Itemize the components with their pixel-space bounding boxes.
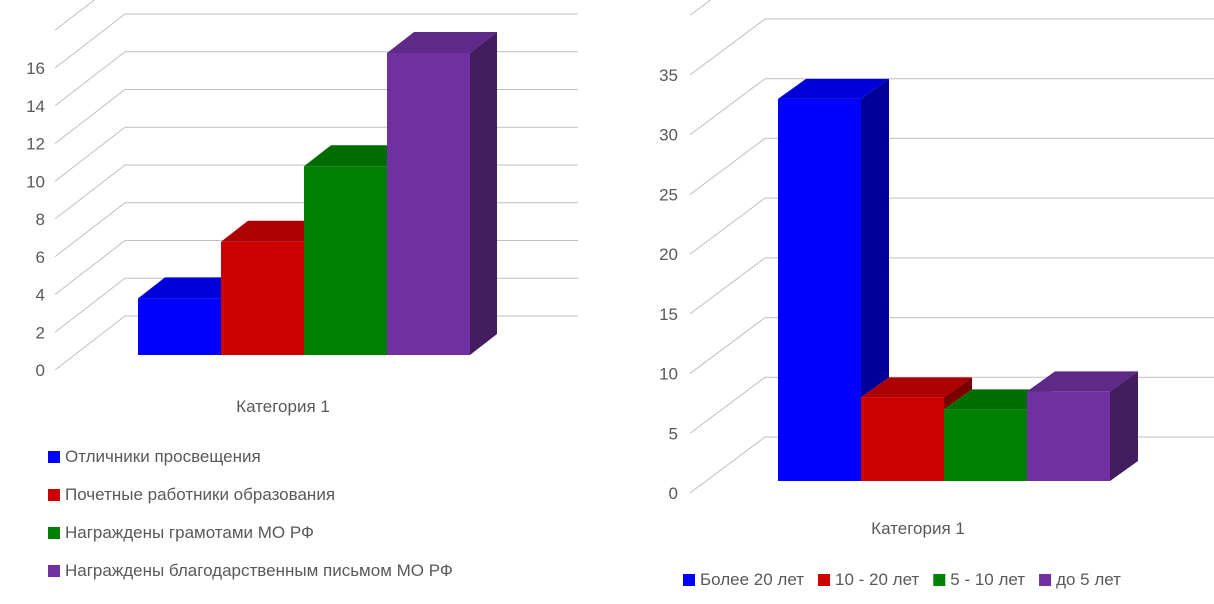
bar-4-front (1027, 391, 1110, 481)
gridline-25 (689, 137, 1214, 195)
y-tick-label-20: 20 (659, 245, 678, 264)
bar-3-front (944, 409, 1027, 481)
bar-2 (221, 220, 331, 355)
legend-swatch-4 (1039, 574, 1052, 586)
y-tick-label-2: 2 (36, 323, 45, 342)
legend-swatch-3 (933, 574, 946, 586)
legend-label-2: 10 - 20 лет (835, 570, 919, 589)
bar-1-top (138, 277, 248, 299)
bar-4-side (1110, 371, 1138, 481)
chart-awards-y-ticks: 0 2 4 6 8 10 12 14 16 (26, 59, 45, 380)
legend-swatch-2 (48, 489, 60, 501)
bar-2-top (221, 220, 331, 242)
bar-2 (861, 377, 972, 481)
bar-1 (778, 78, 889, 481)
y-tick-label-12: 12 (26, 135, 45, 154)
legend-label-1: Отличники просвещения (65, 447, 261, 466)
gridline-30 (689, 78, 1214, 136)
legend-swatch-1 (48, 451, 60, 463)
gridline-35 (689, 18, 1214, 76)
bar-2-side (944, 377, 972, 410)
y-tick-label-14: 14 (26, 97, 45, 116)
bar-2-front (861, 397, 944, 481)
chart-experience-category-label: Категория 1 (871, 519, 965, 538)
bar-1-side (861, 78, 889, 398)
legend-label-2: Почетные работники образования (65, 485, 335, 504)
gridline-16 (54, 13, 578, 69)
bar-4-top (387, 32, 497, 53)
y-tick-label-25: 25 (659, 185, 678, 204)
legend-swatch-4 (48, 565, 60, 577)
legend-label-4: Награждены благодарственным письмом МО Р… (65, 561, 453, 580)
chart-awards-gridlines (54, 0, 578, 371)
y-tick-label-0: 0 (36, 361, 45, 380)
y-tick-label-10: 10 (26, 172, 45, 191)
legend-swatch-2 (818, 574, 831, 586)
bar-2-front (221, 241, 304, 355)
bar-1-front (138, 298, 221, 355)
y-tick-label-8: 8 (36, 210, 45, 229)
legend-label-1: Более 20 лет (700, 570, 804, 589)
chart-awards-bars (138, 32, 497, 355)
y-tick-label-35: 35 (659, 66, 678, 85)
bar-1-top (778, 78, 889, 99)
y-tick-label-0: 0 (669, 484, 678, 503)
legend-label-3: 5 - 10 лет (950, 570, 1025, 589)
y-tick-label-15: 15 (659, 305, 678, 324)
bar-4-front (387, 53, 470, 355)
bar-3-top (304, 145, 414, 167)
chart-experience-bars (778, 78, 1138, 481)
gridline-top (54, 0, 96, 31)
gridline-12 (54, 89, 578, 144)
y-tick-label-6: 6 (36, 248, 45, 267)
bar-3 (304, 145, 414, 355)
chart-awards: 0 2 4 6 8 10 12 14 16 Категория 1 Отличники прос… (26, 0, 578, 580)
bar-4 (1027, 371, 1138, 481)
gridline-10 (689, 317, 1214, 374)
gridline-20 (689, 197, 1214, 255)
y-tick-label-5: 5 (669, 424, 678, 443)
chart-awards-legend: Отличники просвещения Почетные работники … (48, 447, 453, 580)
bar-4-top (1027, 371, 1138, 392)
gridline-top (689, 0, 712, 16)
y-tick-label-16: 16 (26, 59, 45, 78)
legend-swatch-3 (48, 527, 60, 539)
chart-awards-category-label: Категория 1 (236, 397, 330, 416)
legend-swatch-1 (683, 574, 695, 586)
bar-2-top (861, 377, 972, 398)
chart-experience-y-ticks: 0 5 10 15 20 25 30 35 (659, 66, 678, 503)
bar-1-front (778, 98, 861, 481)
legend-label-4: до 5 лет (1056, 570, 1121, 589)
gridline-14 (54, 51, 578, 107)
bar-4-side (470, 32, 497, 355)
bar-1 (138, 277, 248, 355)
chart-experience-legend: Более 20 лет 10 - 20 лет 5 - 10 лет до 5 ле… (683, 570, 1121, 589)
chart-experience: 0 5 10 15 20 25 30 35 Категория 1 Более 20 лет 1… (659, 0, 1214, 589)
bar-3-front (304, 166, 387, 355)
gridline-15 (689, 257, 1214, 315)
y-tick-label-4: 4 (36, 286, 45, 305)
y-tick-label-10: 10 (659, 365, 678, 384)
legend-label-3: Награждены грамотами МО РФ (65, 523, 314, 542)
y-tick-label-30: 30 (659, 126, 678, 145)
bar-4 (387, 32, 497, 355)
